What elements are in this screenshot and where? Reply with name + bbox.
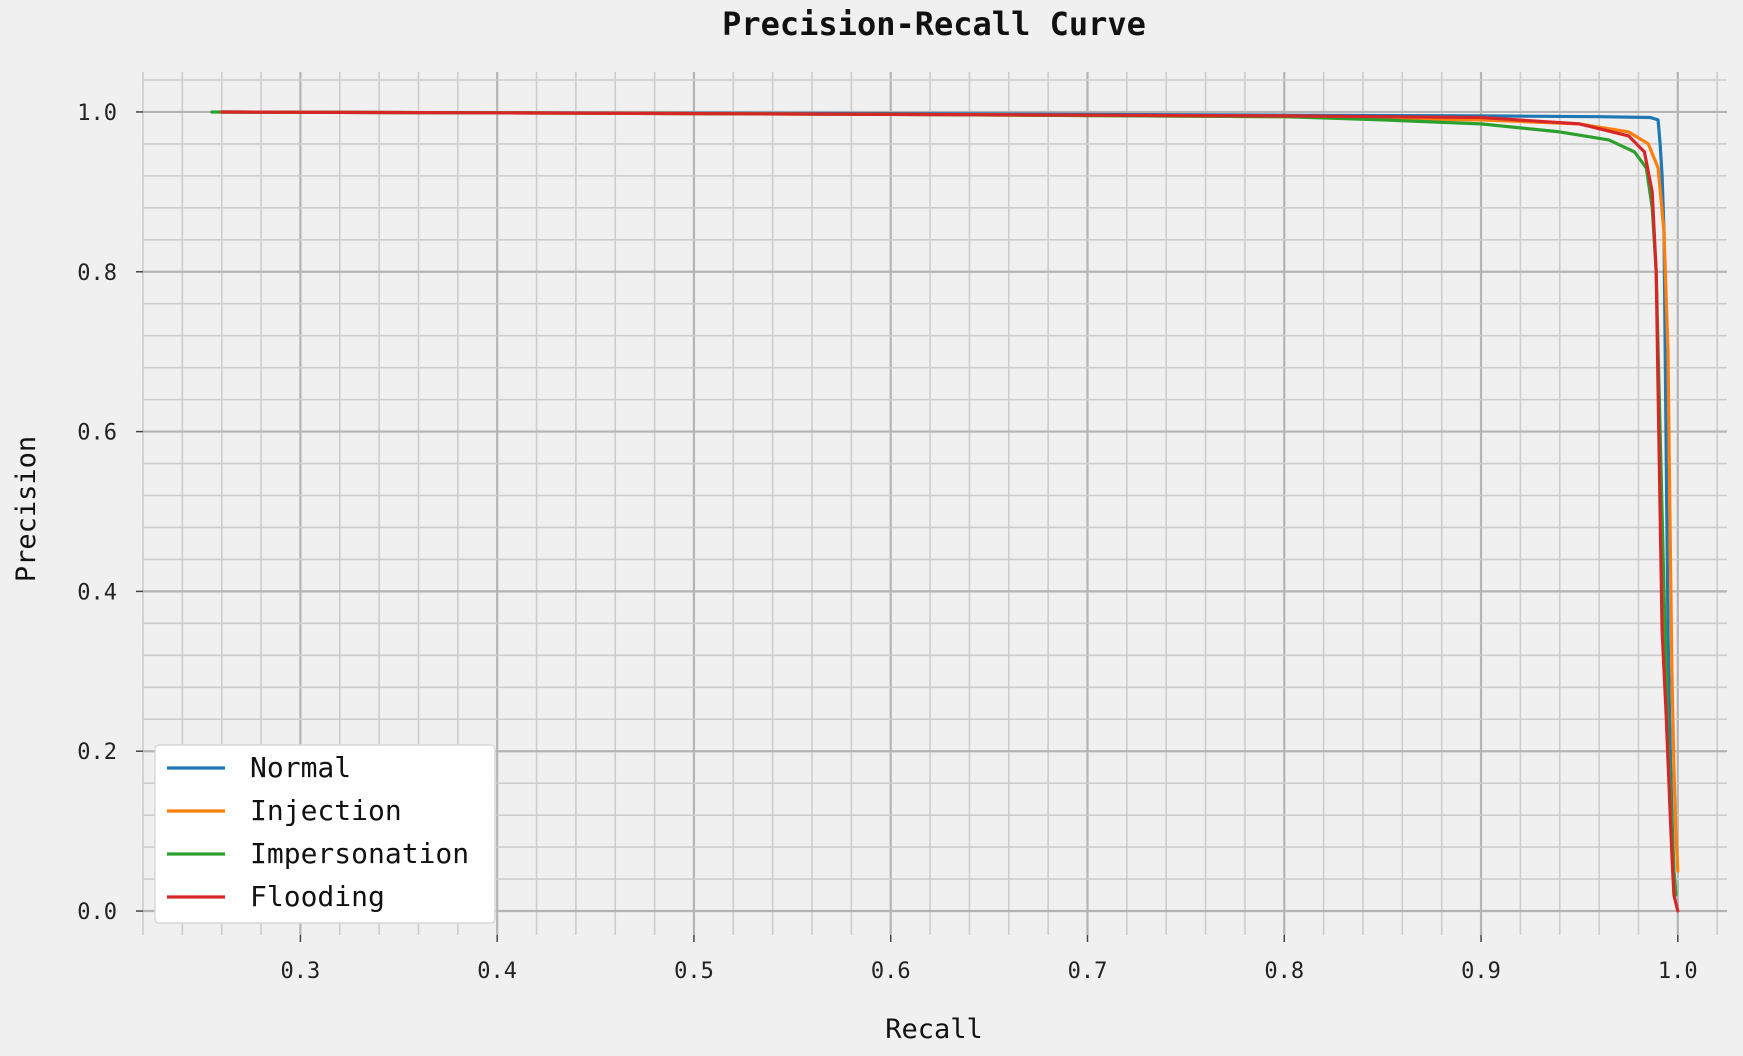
y-tick-label: 0.2 xyxy=(77,740,117,765)
x-tick-label: 0.9 xyxy=(1461,959,1501,984)
legend-label-injection: Injection xyxy=(250,794,402,827)
legend-label-normal: Normal xyxy=(250,751,351,784)
series-line-flooding xyxy=(220,110,1680,913)
x-axis-label: Recall xyxy=(885,1014,983,1045)
x-tick-label: 0.3 xyxy=(281,959,321,984)
axis-ticks: 0.3 0.4 0.5 0.6 0.7 0.8 0.9 1.0 0.0 0.2 0.4 0.6 0.8 1… xyxy=(77,101,1697,984)
x-tick-label: 0.6 xyxy=(871,959,911,984)
y-tick-label: 0.0 xyxy=(77,900,117,925)
y-tick-label: 0.8 xyxy=(77,261,117,286)
y-tick-label: 1.0 xyxy=(77,101,117,126)
y-tick-label: 0.6 xyxy=(77,421,117,446)
grid xyxy=(142,72,1727,935)
chart-title: Precision-Recall Curve xyxy=(722,5,1146,43)
x-tick-label: 1.0 xyxy=(1658,959,1698,984)
x-tick-label: 0.4 xyxy=(477,959,517,984)
legend-box xyxy=(154,744,496,924)
series-layer xyxy=(210,110,1680,913)
legend: Normal Injection Impersonation Flooding xyxy=(154,744,496,924)
x-tick-label: 0.7 xyxy=(1068,959,1108,984)
legend-label-flooding: Flooding xyxy=(250,880,385,913)
x-tick-label: 0.8 xyxy=(1264,959,1304,984)
legend-label-impersonation: Impersonation xyxy=(250,837,469,870)
y-axis-label: Precision xyxy=(11,436,42,582)
x-tick-label: 0.5 xyxy=(674,959,714,984)
y-tick-label: 0.4 xyxy=(77,580,117,605)
